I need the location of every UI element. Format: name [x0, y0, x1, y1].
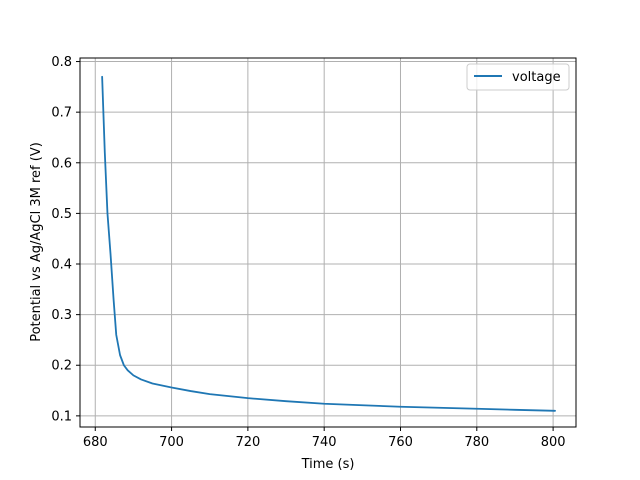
x-tick-label: 760: [388, 435, 413, 450]
series-layer: [101, 75, 556, 412]
y-tick-label: 0.1: [51, 409, 72, 424]
y-tick-label: 0.2: [51, 359, 72, 374]
x-tick-label: 800: [541, 435, 566, 450]
x-axis-label: Time (s): [301, 457, 355, 472]
gridlines: [80, 58, 576, 427]
x-tick-label: 740: [312, 435, 337, 450]
y-axis-label: Potential vs Ag/AgCl 3M ref (V): [29, 142, 44, 342]
y-tick-label: 0.7: [51, 106, 72, 121]
y-axis-ticks: 0.1 0.2 0.3 0.4 0.5 0.6 0.7 0.8: [51, 55, 80, 424]
y-tick-label: 0.3: [51, 308, 72, 323]
x-tick-label: 680: [83, 435, 108, 450]
y-tick-label: 0.6: [51, 156, 72, 171]
legend-label-voltage: voltage: [512, 70, 561, 85]
plot-frame: [79, 57, 577, 428]
x-axis-ticks: 680 700 720 740 760 780 800: [83, 427, 566, 450]
y-tick-label: 0.4: [51, 258, 72, 273]
x-tick-label: 780: [464, 435, 489, 450]
x-tick-label: 720: [235, 435, 260, 450]
x-tick-label: 700: [159, 435, 184, 450]
y-tick-label: 0.8: [51, 55, 72, 70]
legend: voltage: [466, 63, 570, 91]
series-line-voltage: [101, 75, 556, 412]
legend-box: [466, 63, 570, 91]
y-tick-label: 0.5: [51, 207, 72, 222]
